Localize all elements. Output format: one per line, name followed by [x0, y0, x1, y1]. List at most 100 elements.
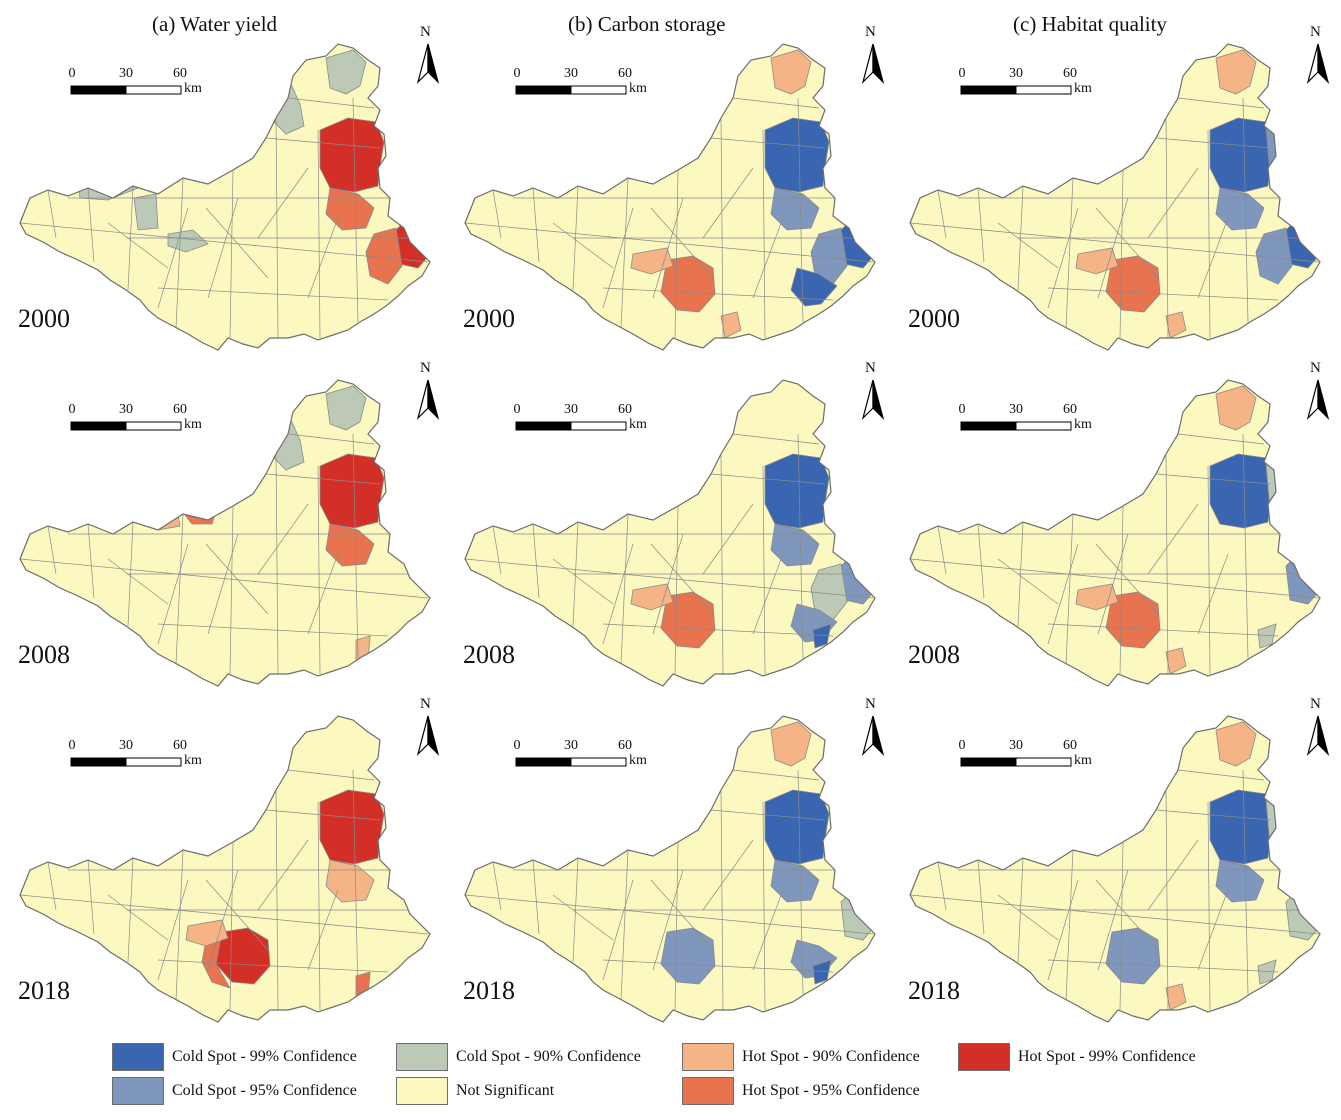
district-boundary: [732, 769, 820, 781]
zone-east-bulge-west: [1255, 227, 1293, 285]
scale-tick-30: 30: [119, 738, 133, 753]
scale-bar: 0 30 60 km: [959, 66, 1140, 102]
year-label: 2000: [463, 304, 515, 333]
scale-tick-60: 60: [618, 402, 632, 417]
scale-bar-graphic: [960, 85, 1072, 95]
district-boundary: [1177, 433, 1265, 445]
scale-bar-graphic: [515, 757, 627, 767]
district-boundary: [937, 861, 947, 911]
scale-unit: km: [184, 417, 202, 432]
zone-east-center-south: [1215, 187, 1265, 231]
district-boundary: [652, 533, 684, 635]
district-boundary: [307, 553, 339, 635]
district-boundary: [620, 513, 629, 665]
region-map-svg: [909, 379, 1321, 687]
zone-east-center: [764, 453, 830, 529]
north-label: N: [865, 360, 876, 376]
zone-center-south: [167, 229, 209, 253]
district-boundary: [307, 217, 339, 299]
scale-tick-60: 60: [1063, 66, 1077, 81]
district-boundary: [107, 894, 169, 941]
district-boundary: [492, 525, 502, 575]
north-label: N: [865, 24, 876, 40]
scale-tick-0: 0: [513, 402, 521, 417]
district-boundary: [1197, 889, 1229, 971]
region-map-svg: [19, 715, 431, 1023]
zone-east-center: [319, 789, 385, 865]
district-boundary: [352, 433, 359, 659]
district-boundary: [552, 558, 614, 605]
scale-bar: 0 30 60 km: [69, 738, 250, 774]
district-boundary: [752, 217, 784, 299]
district-boundary: [157, 287, 389, 301]
district-boundary: [1147, 839, 1199, 911]
region-map-svg: [19, 379, 431, 687]
district-boundary: [275, 117, 279, 339]
scale-bar: 0 30 60 km: [959, 738, 1140, 774]
district-boundary: [1177, 97, 1265, 109]
district-boundary: [997, 894, 1059, 941]
scale-unit: km: [1074, 753, 1092, 768]
north-arrow-icon: N: [1304, 24, 1332, 88]
zone-southwest-core: [215, 927, 271, 985]
legend-item-hot-95: Hot Spot - 95% Confidence: [682, 1076, 920, 1106]
district-boundary: [602, 287, 834, 301]
district-boundary: [317, 465, 321, 675]
district-boundary: [977, 187, 985, 263]
scale-tick-30: 30: [564, 738, 578, 753]
district-boundary: [20, 222, 429, 263]
district-boundary: [207, 533, 239, 635]
district-boundary: [107, 222, 169, 269]
year-label: 2008: [908, 640, 960, 669]
scale-tick-30: 30: [564, 66, 578, 81]
district-boundary: [1047, 287, 1279, 301]
north-label: N: [420, 24, 431, 40]
district-boundary: [620, 849, 629, 1001]
year-label: 2008: [18, 640, 70, 669]
scale-tick-30: 30: [1009, 402, 1023, 417]
north-arrow-icon: N: [414, 360, 442, 424]
north-arrow-icon: N: [414, 24, 442, 88]
district-boundary: [1242, 769, 1249, 995]
district-boundary: [602, 207, 634, 309]
district-boundary: [287, 433, 375, 445]
region-map-svg: [19, 43, 431, 351]
scale-tick-0: 0: [958, 402, 966, 417]
district-boundary: [532, 523, 540, 599]
scale-bar-graphic: [70, 757, 182, 767]
study-area-outline: [909, 43, 1321, 351]
district-boundary: [1047, 959, 1279, 973]
district-boundary: [352, 97, 359, 323]
legend-label-hot-99: Hot Spot - 99% Confidence: [1018, 1048, 1196, 1065]
study-area-base: [20, 44, 430, 350]
district-boundary: [720, 117, 724, 339]
legend-item-cold-99: Cold Spot - 99% Confidence: [112, 1042, 357, 1072]
district-boundary: [1047, 543, 1079, 645]
zone-southwest-core: [1105, 255, 1161, 313]
district-boundary: [1065, 513, 1074, 665]
scale-unit: km: [629, 81, 647, 96]
north-label: N: [865, 696, 876, 712]
district-boundary: [1165, 453, 1169, 675]
district-boundary: [1165, 117, 1169, 339]
district-boundary: [207, 197, 239, 299]
legend-label-cold-99: Cold Spot - 99% Confidence: [172, 1048, 357, 1065]
district-boundary: [175, 513, 184, 665]
district-boundary: [937, 189, 947, 239]
scale-bar-graphic: [960, 421, 1072, 431]
year-label: 2018: [18, 976, 70, 1005]
district-boundary: [762, 801, 766, 1011]
district-boundary: [1065, 177, 1074, 329]
district-boundary: [720, 789, 724, 1011]
scale-bar-graphic: [70, 421, 182, 431]
zone-north-strip: [1215, 721, 1257, 767]
district-boundary: [652, 197, 684, 299]
district-boundary: [937, 525, 947, 575]
legend-label-not-significant: Not Significant: [456, 1082, 555, 1099]
district-boundary: [532, 187, 540, 263]
district-boundary: [157, 207, 189, 309]
district-boundary: [650, 543, 714, 615]
district-boundary: [1147, 503, 1199, 575]
district-boundary: [157, 623, 389, 637]
zone-east-center: [319, 453, 385, 529]
